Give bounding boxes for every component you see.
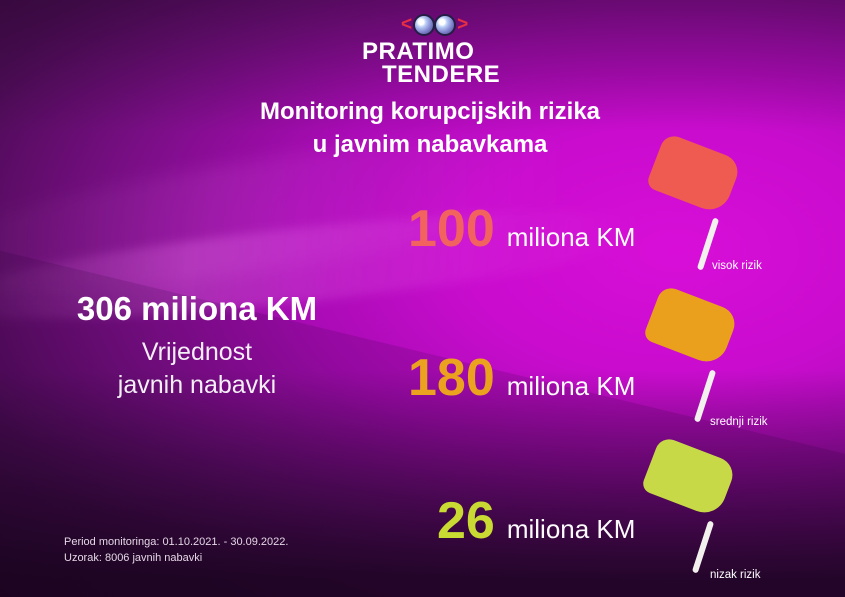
bracket-right-icon: >	[457, 14, 469, 35]
high-risk-label: visok rizik	[712, 260, 762, 272]
page-title: Monitoring korupcijskih rizika u javnim …	[100, 95, 760, 161]
medium-risk-unit: miliona KM	[506, 371, 636, 401]
sample-size-note: Uzorak: 8006 javnih nabavki	[64, 552, 203, 564]
total-value: 306 miliona KM	[76, 290, 318, 327]
flag-body	[642, 284, 740, 368]
brand-name-line1: PRATIMO	[362, 38, 475, 65]
page-title-line2: u javnim nabavkama	[312, 131, 548, 158]
bracket-left-icon: <	[401, 14, 413, 35]
flag-pole	[691, 520, 715, 574]
eye-left-icon	[413, 14, 436, 36]
medium-risk-label: srednji rizik	[710, 416, 768, 428]
flag-body	[640, 435, 738, 519]
total-caption-line2: javnih nabavki	[117, 371, 277, 399]
low-risk-flag-icon	[638, 435, 748, 585]
medium-risk-flag-icon	[640, 284, 750, 434]
low-risk-amount: 26	[437, 492, 495, 550]
total-summary: 306 miliona KM Vrijednost javnih nabavki	[38, 290, 356, 402]
eye-right-icon	[434, 14, 457, 36]
risk-row-high-value: 100 miliona KM	[408, 203, 635, 255]
brand-name-line2: TENDERE	[382, 61, 501, 88]
footer-notes: Period monitoringa: 01.10.2021. - 30.09.…	[64, 534, 288, 566]
high-risk-amount: 100	[408, 200, 495, 258]
monitoring-period-note: Period monitoringa: 01.10.2021. - 30.09.…	[64, 536, 289, 548]
high-risk-unit: miliona KM	[506, 222, 636, 252]
flag-body	[645, 132, 743, 216]
low-risk-label: nizak rizik	[710, 569, 761, 581]
risk-row-medium-value: 180 miliona KM	[408, 352, 635, 404]
medium-risk-amount: 180	[408, 349, 495, 407]
logo-eyes-icon: < >	[401, 13, 468, 37]
flag-pole	[693, 369, 717, 423]
risk-row-low-value: 26 miliona KM	[437, 495, 635, 547]
low-risk-unit: miliona KM	[506, 514, 636, 544]
page-title-line1: Monitoring korupcijskih rizika	[259, 98, 601, 125]
total-caption-line1: Vrijednost	[141, 338, 253, 366]
